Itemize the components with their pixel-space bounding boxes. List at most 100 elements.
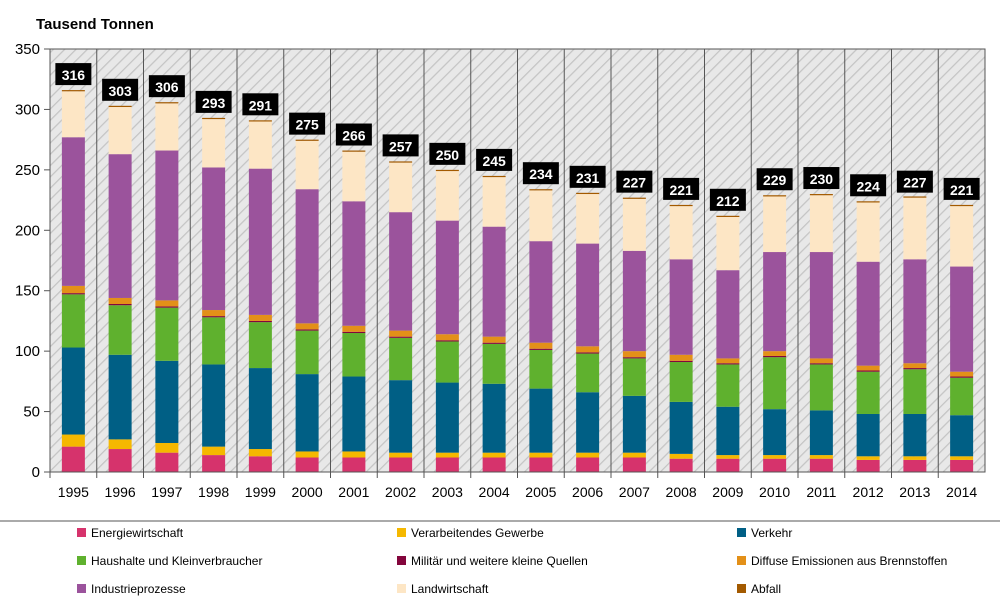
total-label: 250 <box>429 142 466 165</box>
total-label-text: 291 <box>249 97 273 113</box>
bar-segment <box>763 252 787 352</box>
bar-segment <box>716 358 740 364</box>
bar-segment <box>669 259 693 355</box>
bar-segment <box>202 317 226 365</box>
bar-stack-1999 <box>248 120 272 472</box>
bar-segment <box>903 456 927 460</box>
legend-label: Diffuse Emissionen aus Brennstoffen <box>751 554 947 568</box>
total-label-box <box>756 168 793 191</box>
bar-segment <box>248 120 272 122</box>
bar-segment <box>809 363 833 365</box>
total-label-box <box>850 174 887 197</box>
bar-segment <box>108 449 132 472</box>
total-label: 293 <box>195 90 232 113</box>
bar-segment <box>903 259 927 364</box>
bar-segment <box>108 354 132 440</box>
bar-segment <box>950 377 974 416</box>
bar-stack-2012 <box>856 201 880 472</box>
total-label: 266 <box>335 123 372 146</box>
bar-segment <box>295 329 319 331</box>
bar-segment <box>716 458 740 472</box>
bar-segment <box>342 201 366 326</box>
legend-swatch <box>397 556 406 565</box>
bar-segment <box>61 90 85 92</box>
bar-segment <box>202 310 226 317</box>
legend-swatch <box>77 584 86 593</box>
bar-segment <box>155 103 179 151</box>
total-label-text: 303 <box>108 83 132 99</box>
total-label-text: 293 <box>202 95 226 111</box>
axes: 0 50 100 150 200 250 300 350 1995 1996 1997 1998 199… <box>15 41 985 500</box>
x-tick-label: 2012 <box>853 484 884 500</box>
legend-item: Verarbeitendes Gewerbe <box>397 526 544 540</box>
bar-segment <box>389 336 413 338</box>
total-label-text: 275 <box>295 117 319 133</box>
bar-segment <box>342 333 366 377</box>
bar-segment <box>342 150 366 152</box>
bar-segment <box>435 457 459 472</box>
total-label-box <box>896 170 933 193</box>
bar-segment <box>809 410 833 456</box>
y-tick-label: 50 <box>23 404 40 421</box>
bar-segment <box>809 195 833 253</box>
bar-segment <box>622 357 646 359</box>
bar-segment <box>108 304 132 306</box>
x-tick-label: 2009 <box>712 484 743 500</box>
bar-segment <box>389 161 413 163</box>
legend-swatch <box>397 584 406 593</box>
bar-segment <box>856 456 880 460</box>
bar-segment <box>529 189 553 191</box>
x-tick-label: 1999 <box>245 484 276 500</box>
legend: Energiewirtschaft Verarbeitendes Gewerbe V… <box>77 526 947 596</box>
x-tick-label: 2011 <box>806 484 836 500</box>
total-label-box <box>429 142 466 165</box>
bar-segment <box>856 261 880 366</box>
bar-stack-2010 <box>763 195 787 472</box>
bar-stack-2014 <box>950 204 974 472</box>
bar-segment <box>856 201 880 203</box>
bar-segment <box>669 354 693 361</box>
bar-segment <box>155 150 179 301</box>
bar-stack-1998 <box>202 117 226 472</box>
bar-segment <box>482 452 506 458</box>
bar-segment <box>482 177 506 227</box>
bar-segment <box>576 346 600 353</box>
bar-segment <box>763 357 787 410</box>
bar-segment <box>529 452 553 458</box>
total-label: 224 <box>850 174 887 197</box>
total-label-text: 231 <box>576 170 600 186</box>
total-label: 316 <box>55 63 92 86</box>
bar-segment <box>903 196 927 198</box>
bar-segment <box>576 194 600 244</box>
bar-stack-2003 <box>435 169 459 472</box>
bar-segment <box>342 151 366 202</box>
bar-segment <box>482 226 506 337</box>
bar-segment <box>950 415 974 457</box>
bar-segment <box>435 169 459 172</box>
total-label-box <box>663 177 700 200</box>
bar-segment <box>529 190 553 242</box>
bar-segment <box>529 349 553 389</box>
bar-stack-2006 <box>576 192 600 472</box>
bar-segment <box>669 204 693 207</box>
bar-segment <box>716 215 740 217</box>
bar-segment <box>482 342 506 344</box>
bar-segment <box>669 360 693 363</box>
bar-segment <box>248 456 272 472</box>
bar-segment <box>61 137 85 286</box>
bar-segment <box>950 266 974 372</box>
total-label-box <box>382 134 419 157</box>
total-label-box <box>709 188 746 211</box>
y-tick-label: 200 <box>15 222 40 239</box>
bar-segment <box>108 154 132 298</box>
bar-segment <box>389 337 413 381</box>
x-tick-label: 1995 <box>58 484 89 500</box>
total-label: 245 <box>476 148 513 171</box>
legend-item: Energiewirtschaft <box>77 526 184 540</box>
bar-segment <box>389 457 413 472</box>
bar-segment <box>435 341 459 383</box>
bar-stack-2013 <box>903 196 927 472</box>
total-label-box <box>569 165 606 188</box>
bar-segment <box>295 374 319 452</box>
